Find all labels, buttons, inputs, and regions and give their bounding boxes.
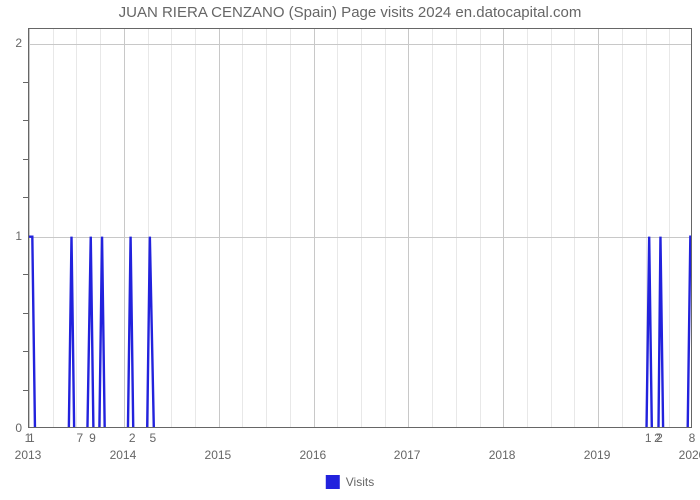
y-axis-minor-tick — [23, 197, 28, 198]
x-axis-tick-label: 2018 — [472, 448, 532, 462]
y-axis-minor-tick — [23, 274, 28, 275]
x-axis-tick-label: 2015 — [188, 448, 248, 462]
legend: Visits — [326, 475, 374, 489]
x-axis-tick-label: 2013 — [0, 448, 58, 462]
data-point-label: 9 — [82, 431, 102, 445]
y-axis-minor-tick — [23, 82, 28, 83]
x-axis-tick-label: 2020 — [662, 448, 700, 462]
data-point-label: 5 — [143, 431, 163, 445]
data-point-label: 8 — [682, 431, 700, 445]
chart-container: JUAN RIERA CENZANO (Spain) Page visits 2… — [0, 0, 700, 500]
series-line — [29, 29, 692, 428]
legend-swatch — [326, 475, 340, 489]
y-axis-tick-label: 1 — [0, 229, 22, 243]
legend-label: Visits — [346, 475, 374, 489]
y-axis-minor-tick — [23, 390, 28, 391]
data-point-label: 2 — [122, 431, 142, 445]
y-axis-minor-tick — [23, 313, 28, 314]
y-axis-minor-tick — [23, 159, 28, 160]
x-axis-tick-label: 2019 — [567, 448, 627, 462]
x-axis-tick-label: 2016 — [283, 448, 343, 462]
plot-area — [28, 28, 692, 428]
data-point-label: 2 — [649, 431, 669, 445]
y-axis-tick-label: 2 — [0, 36, 22, 50]
x-axis-tick-label: 2014 — [93, 448, 153, 462]
data-point-label: 1 — [21, 431, 41, 445]
y-axis-minor-tick — [23, 351, 28, 352]
y-axis-minor-tick — [23, 120, 28, 121]
chart-title: JUAN RIERA CENZANO (Spain) Page visits 2… — [0, 4, 700, 21]
x-axis-tick-label: 2017 — [377, 448, 437, 462]
